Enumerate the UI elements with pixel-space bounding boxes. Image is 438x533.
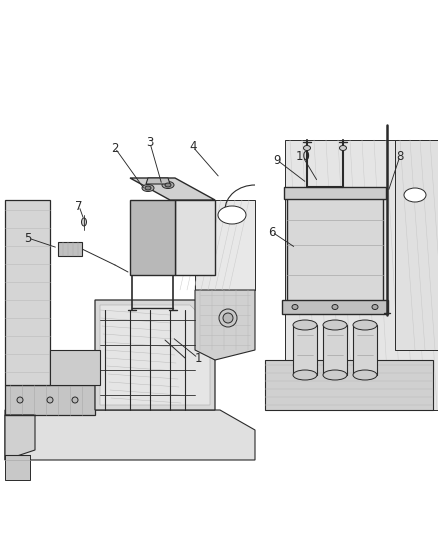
Bar <box>323 325 347 375</box>
Ellipse shape <box>223 313 233 323</box>
Text: 6: 6 <box>268 225 276 238</box>
Ellipse shape <box>218 206 246 224</box>
Polygon shape <box>5 415 35 460</box>
Text: 3: 3 <box>146 136 154 149</box>
Bar <box>353 325 377 375</box>
Text: 9: 9 <box>273 154 281 166</box>
Polygon shape <box>195 290 255 360</box>
Ellipse shape <box>332 304 338 310</box>
Polygon shape <box>175 200 215 275</box>
Polygon shape <box>95 300 215 410</box>
Text: 4: 4 <box>189 141 197 154</box>
Text: 8: 8 <box>396 149 404 163</box>
Ellipse shape <box>304 146 311 150</box>
Ellipse shape <box>293 320 317 330</box>
Text: 7: 7 <box>75 199 83 213</box>
Ellipse shape <box>339 146 346 150</box>
Polygon shape <box>5 410 255 460</box>
Ellipse shape <box>81 218 86 226</box>
Bar <box>282 300 388 314</box>
Polygon shape <box>58 242 82 256</box>
Ellipse shape <box>17 397 23 403</box>
Bar <box>284 187 386 199</box>
Ellipse shape <box>162 182 174 189</box>
Ellipse shape <box>323 320 347 330</box>
Ellipse shape <box>145 186 151 190</box>
Bar <box>0 60 255 450</box>
Ellipse shape <box>372 304 378 310</box>
Polygon shape <box>195 200 255 290</box>
Ellipse shape <box>353 370 377 380</box>
Polygon shape <box>285 140 438 410</box>
Polygon shape <box>395 140 438 350</box>
Ellipse shape <box>353 320 377 330</box>
Bar <box>293 325 317 375</box>
Polygon shape <box>50 350 100 385</box>
Ellipse shape <box>293 370 317 380</box>
Bar <box>287 195 383 305</box>
Polygon shape <box>265 360 433 410</box>
Ellipse shape <box>47 397 53 403</box>
Polygon shape <box>5 200 50 385</box>
Polygon shape <box>130 200 175 275</box>
Text: 10: 10 <box>296 150 311 164</box>
Text: 5: 5 <box>25 231 32 245</box>
Ellipse shape <box>72 397 78 403</box>
Polygon shape <box>146 178 170 184</box>
Polygon shape <box>5 455 30 480</box>
Polygon shape <box>100 305 210 405</box>
Ellipse shape <box>404 188 426 202</box>
Ellipse shape <box>219 309 237 327</box>
Ellipse shape <box>292 304 298 310</box>
Text: 2: 2 <box>111 141 119 155</box>
Text: 1: 1 <box>194 351 202 365</box>
Polygon shape <box>130 178 215 200</box>
Bar <box>265 130 438 430</box>
Ellipse shape <box>165 183 171 187</box>
Ellipse shape <box>142 184 154 191</box>
Polygon shape <box>5 385 95 415</box>
Ellipse shape <box>323 370 347 380</box>
